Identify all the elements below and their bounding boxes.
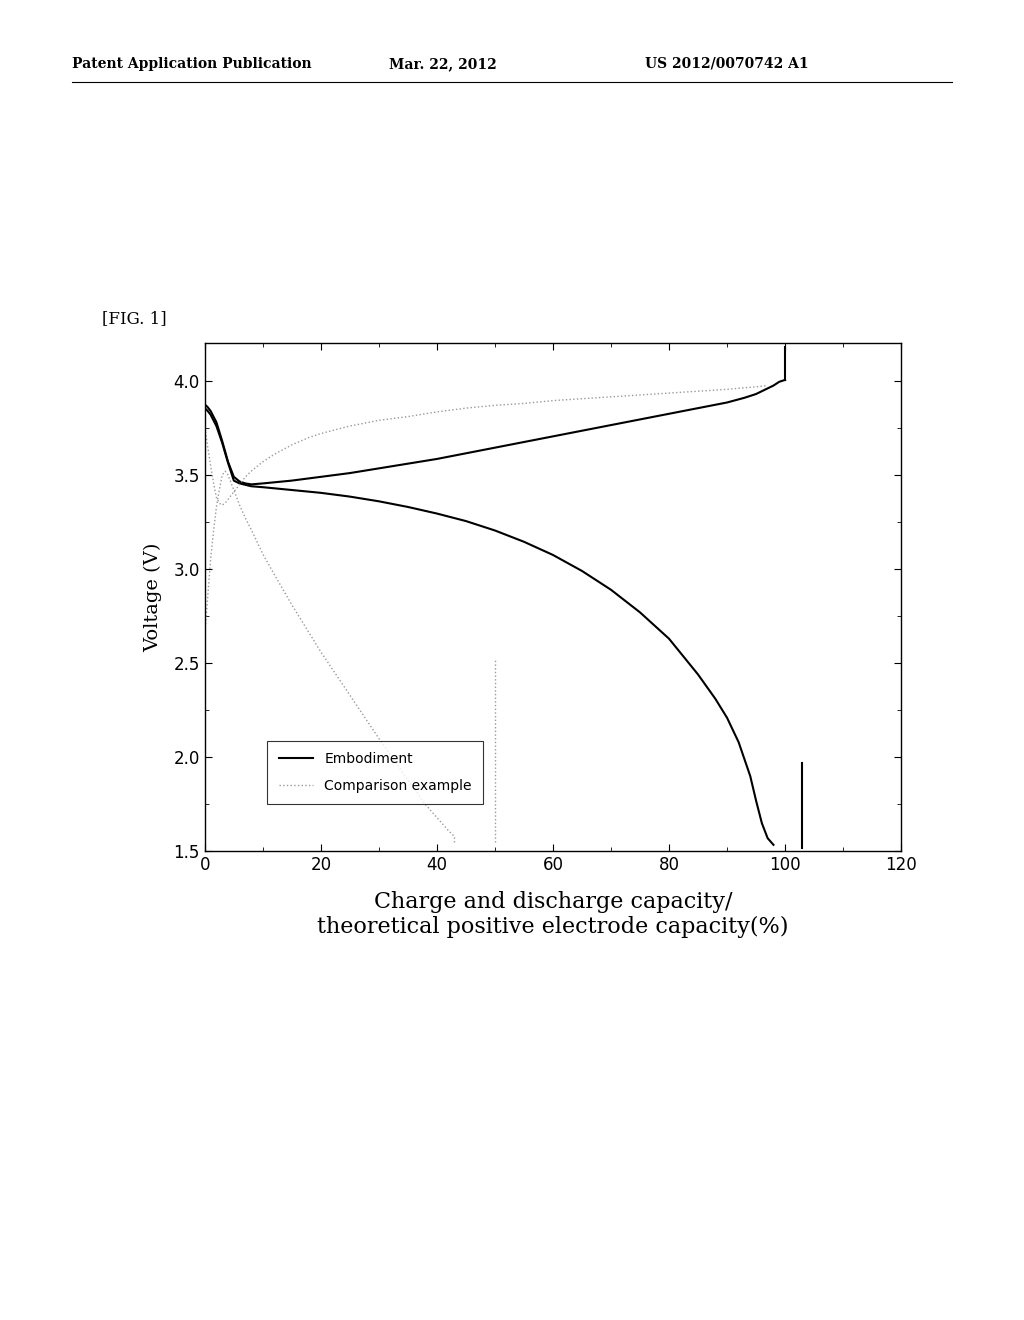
Text: [FIG. 1]: [FIG. 1]	[102, 310, 167, 327]
Text: Mar. 22, 2012: Mar. 22, 2012	[389, 57, 497, 71]
Legend: Embodiment, Comparison example: Embodiment, Comparison example	[267, 741, 483, 804]
Text: Patent Application Publication: Patent Application Publication	[72, 57, 311, 71]
X-axis label: Charge and discharge capacity/
theoretical positive electrode capacity(%): Charge and discharge capacity/ theoretic…	[317, 891, 788, 939]
Text: US 2012/0070742 A1: US 2012/0070742 A1	[645, 57, 809, 71]
Y-axis label: Voltage (V): Voltage (V)	[144, 543, 163, 652]
